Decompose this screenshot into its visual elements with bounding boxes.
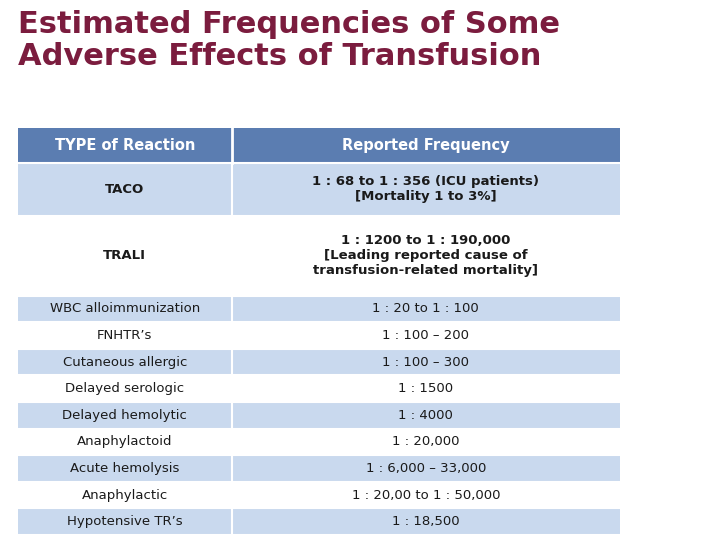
Text: WBC alloimmunization: WBC alloimmunization [50, 302, 200, 315]
Text: Estimated Frequencies of Some
Adverse Effects of Transfusion: Estimated Frequencies of Some Adverse Ef… [18, 10, 560, 71]
Text: Acute hemolysis: Acute hemolysis [70, 462, 179, 475]
Text: TRALI: TRALI [104, 249, 146, 262]
Bar [18, 455, 620, 482]
Text: Cutaneous allergic: Cutaneous allergic [63, 356, 187, 369]
Text: 1 : 18,500: 1 : 18,500 [392, 515, 459, 528]
Text: Hypotensive TR’s: Hypotensive TR’s [67, 515, 183, 528]
Text: 1 : 6,000 – 33,000: 1 : 6,000 – 33,000 [366, 462, 486, 475]
Text: Delayed hemolytic: Delayed hemolytic [63, 409, 187, 422]
Text: 1 : 1500: 1 : 1500 [398, 382, 454, 395]
Bar [18, 216, 620, 295]
Text: 1 : 20 to 1 : 100: 1 : 20 to 1 : 100 [372, 302, 480, 315]
Text: Reported Frequency: Reported Frequency [342, 138, 510, 153]
Bar [18, 482, 620, 508]
Bar [18, 402, 620, 429]
Text: 1 : 20,000: 1 : 20,000 [392, 435, 459, 448]
Text: TACO: TACO [105, 183, 145, 195]
Text: 1 : 20,00 to 1 : 50,000: 1 : 20,00 to 1 : 50,000 [351, 489, 500, 502]
Bar [18, 163, 620, 216]
Bar [18, 349, 620, 375]
Text: 1 : 68 to 1 : 356 (ICU patients)
[Mortality 1 to 3%]: 1 : 68 to 1 : 356 (ICU patients) [Mortal… [312, 175, 539, 203]
Text: Delayed serologic: Delayed serologic [66, 382, 184, 395]
Bar [18, 375, 620, 402]
Bar [18, 508, 620, 535]
Text: Anaphylactic: Anaphylactic [82, 489, 168, 502]
Text: 1 : 100 – 200: 1 : 100 – 200 [382, 329, 469, 342]
Text: TYPE of Reaction: TYPE of Reaction [55, 138, 195, 153]
Bar [18, 295, 620, 322]
Bar [18, 429, 620, 455]
Bar [18, 322, 620, 349]
Text: Anaphylactoid: Anaphylactoid [77, 435, 173, 448]
Text: 1 : 1200 to 1 : 190,000
[Leading reported cause of
transfusion-related mortality: 1 : 1200 to 1 : 190,000 [Leading reporte… [313, 234, 539, 277]
Text: 1 : 100 – 300: 1 : 100 – 300 [382, 356, 469, 369]
Text: 1 : 4000: 1 : 4000 [398, 409, 454, 422]
Bar [18, 128, 620, 163]
Text: FNHTR’s: FNHTR’s [97, 329, 153, 342]
